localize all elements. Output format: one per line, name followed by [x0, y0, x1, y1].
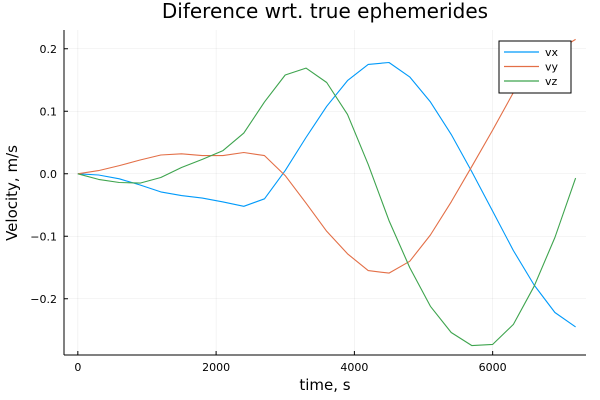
y-tick-label: −0.2 — [30, 293, 57, 306]
x-tick-label: 4000 — [340, 361, 368, 374]
x-ticks: 0 2000 4000 6000 — [74, 351, 507, 374]
legend-label-vx: vx — [545, 46, 559, 59]
x-axis-title: time, s — [299, 376, 350, 394]
x-tick-label: 0 — [74, 361, 81, 374]
y-axis-title: Velocity, m/s — [3, 145, 21, 241]
x-tick-label: 2000 — [202, 361, 230, 374]
series-line-vx — [77, 61, 576, 328]
y-tick-label: 0.1 — [40, 105, 58, 118]
legend-label-vy: vy — [545, 61, 559, 74]
y-tick-label: 0.0 — [40, 168, 58, 181]
x-tick-label: 6000 — [479, 361, 507, 374]
y-ticks: −0.2 −0.1 0.0 0.1 0.2 — [30, 43, 68, 306]
series-layer — [77, 38, 577, 347]
series-line-vy — [77, 38, 576, 274]
legend-label-vz: vz — [545, 75, 558, 88]
y-tick-label: −0.1 — [30, 230, 57, 243]
series-line-vz — [77, 67, 577, 347]
chart-title: Diference wrt. true ephemerides — [162, 0, 488, 23]
y-tick-label: 0.2 — [40, 43, 58, 56]
